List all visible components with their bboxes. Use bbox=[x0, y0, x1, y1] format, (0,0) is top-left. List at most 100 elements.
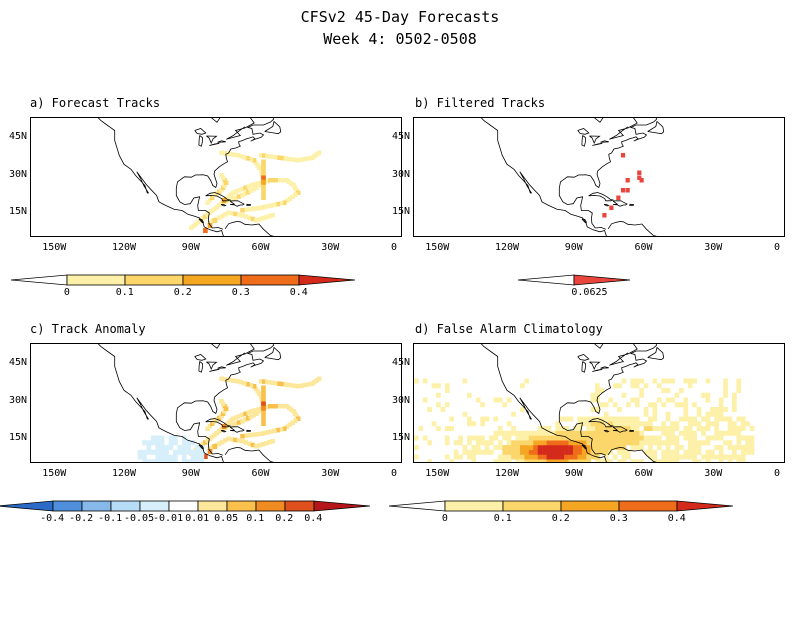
climo-cell bbox=[515, 435, 521, 441]
climo-cell bbox=[515, 459, 521, 462]
track-cell bbox=[261, 191, 266, 196]
track-cell bbox=[205, 426, 210, 431]
climo-cell bbox=[462, 445, 468, 450]
climo-cell bbox=[732, 430, 737, 436]
climo-cell bbox=[444, 383, 450, 389]
climo-cell bbox=[687, 383, 693, 389]
climo-cell bbox=[683, 378, 689, 384]
climo-cell bbox=[502, 435, 507, 441]
climo-cell bbox=[661, 454, 667, 460]
climo-cell bbox=[502, 459, 507, 462]
colorbar-upper-extend bbox=[298, 274, 356, 286]
climo-cell bbox=[701, 392, 706, 398]
coastline bbox=[577, 354, 590, 361]
track-cell bbox=[258, 205, 264, 210]
track-cell bbox=[220, 401, 226, 406]
track-cell bbox=[260, 216, 266, 221]
climo-cell bbox=[511, 454, 516, 460]
coastline bbox=[612, 426, 628, 433]
anomaly-cell bbox=[159, 454, 165, 460]
track-cell bbox=[222, 404, 227, 409]
track-cell bbox=[230, 190, 236, 195]
climo-cell bbox=[595, 416, 600, 422]
lon-tick-label: 150W bbox=[425, 242, 450, 253]
climo-cell bbox=[621, 430, 627, 436]
track-cell bbox=[219, 399, 224, 404]
climo-cell bbox=[656, 426, 662, 431]
track-cell bbox=[217, 215, 222, 220]
climo-cell bbox=[542, 454, 547, 460]
climo-cell bbox=[643, 411, 649, 417]
filtered-cell bbox=[616, 195, 621, 200]
climo-cell bbox=[692, 416, 697, 422]
anomaly-cell bbox=[159, 440, 165, 446]
coastline bbox=[581, 361, 586, 373]
climo-cell bbox=[524, 440, 530, 446]
track-cell bbox=[258, 431, 264, 436]
climo-cell bbox=[626, 426, 631, 431]
climo-cell bbox=[732, 449, 737, 455]
climo-cell bbox=[661, 459, 667, 462]
anomaly-cell bbox=[159, 445, 165, 450]
climo-cell bbox=[475, 440, 481, 446]
anomaly-cell bbox=[173, 454, 178, 460]
climo-cell bbox=[586, 459, 591, 462]
climo-cell bbox=[749, 449, 755, 455]
coastline bbox=[629, 429, 635, 432]
climo-cell bbox=[652, 426, 658, 431]
climo-cell bbox=[559, 440, 565, 446]
lat-tick-label: 15N bbox=[8, 432, 27, 443]
track-cell bbox=[223, 212, 228, 217]
track-cell bbox=[268, 203, 274, 208]
climo-cell bbox=[674, 402, 680, 408]
track-cell bbox=[277, 155, 282, 160]
track-cell bbox=[289, 181, 294, 186]
colorbar-swatch bbox=[168, 500, 198, 512]
climo-cell bbox=[696, 445, 702, 450]
track-cell bbox=[214, 430, 220, 436]
climo-cell bbox=[652, 435, 658, 441]
climo-cell bbox=[568, 435, 574, 441]
climo-cell bbox=[617, 426, 622, 431]
coastline bbox=[209, 142, 220, 146]
anomaly-cell bbox=[168, 445, 174, 450]
climo-cell bbox=[546, 435, 552, 441]
climo-cell bbox=[612, 430, 618, 436]
track-cell bbox=[283, 156, 289, 161]
track-cell bbox=[245, 156, 250, 161]
track-cell bbox=[212, 444, 217, 449]
coastline bbox=[588, 192, 614, 202]
climo-cell bbox=[528, 449, 534, 455]
climo-cell bbox=[467, 435, 472, 441]
climo-cell bbox=[634, 397, 640, 403]
climo-cell bbox=[555, 440, 561, 446]
climo-cell bbox=[542, 435, 547, 441]
climo-cell bbox=[467, 392, 472, 398]
climo-cell bbox=[608, 449, 614, 455]
climo-cell bbox=[590, 440, 596, 446]
climo-cell bbox=[736, 383, 742, 389]
colorbar-swatch bbox=[110, 500, 140, 512]
climo-cell bbox=[564, 430, 569, 436]
climo-cell bbox=[520, 445, 525, 450]
climo-cell bbox=[652, 407, 658, 412]
climo-cell bbox=[683, 402, 689, 408]
climo-cell bbox=[679, 454, 684, 460]
anomaly-cell bbox=[195, 459, 200, 462]
colorbar-swatch bbox=[182, 274, 242, 286]
colorbar-lower-extend bbox=[388, 500, 446, 512]
climo-cell bbox=[480, 402, 485, 408]
climo-cell bbox=[436, 392, 441, 398]
track-cell bbox=[243, 417, 248, 422]
climo-cell bbox=[701, 416, 706, 422]
climo-cell bbox=[723, 430, 728, 436]
track-cell bbox=[238, 154, 244, 159]
climo-cell bbox=[489, 449, 494, 455]
climo-cell bbox=[661, 430, 667, 436]
climo-cell bbox=[422, 397, 428, 403]
climo-cell bbox=[639, 388, 644, 393]
colorbar-swatch bbox=[139, 500, 169, 512]
track-cell bbox=[287, 196, 293, 201]
track-cell bbox=[290, 194, 295, 199]
climo-cell bbox=[555, 426, 561, 431]
